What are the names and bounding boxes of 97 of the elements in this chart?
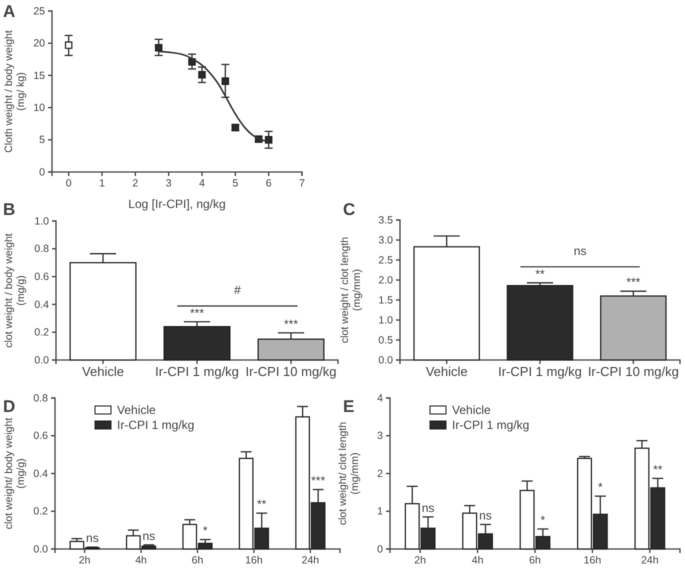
legend-label: Vehicle bbox=[452, 403, 492, 417]
y-axis-title: clot weight / body weight (mg/g) bbox=[3, 233, 27, 348]
x-tick-label: Ir-CPI 10 mg/kg bbox=[588, 364, 679, 380]
x-tick-label: 5 bbox=[232, 177, 238, 190]
annotation: ** bbox=[257, 497, 267, 512]
y-axis-title: clot weight/ clot length (mg/mm) bbox=[337, 422, 361, 526]
annotation: * bbox=[598, 480, 603, 494]
bar bbox=[164, 326, 230, 361]
y-tick-label: 0 bbox=[377, 543, 384, 556]
chart-title: E bbox=[343, 397, 354, 416]
y-tick-label: 0.0 bbox=[33, 543, 48, 556]
y-axis-title: Cloth weight / body weight (mg/ kg) bbox=[3, 30, 27, 153]
y-axis-title: clot weight/ body weight (mg/g) bbox=[3, 418, 27, 530]
y-tick-label: 10 bbox=[33, 102, 46, 114]
x-tick-label: 3 bbox=[166, 177, 172, 190]
x-tick-label: 6 bbox=[266, 177, 272, 190]
y-tick-label: 3.5 bbox=[378, 214, 394, 226]
y-tick-label: 0.8 bbox=[33, 392, 48, 404]
y-tick-label: 0.4 bbox=[34, 298, 50, 311]
chart-title: B bbox=[3, 200, 16, 219]
x-tick-label: 24h bbox=[302, 554, 320, 566]
y-tick-label: 2.0 bbox=[378, 274, 394, 286]
y-tick-label: 5 bbox=[39, 134, 46, 146]
x-tick-label: 2h bbox=[78, 554, 91, 566]
annotation: *** bbox=[311, 474, 326, 488]
bar bbox=[413, 246, 480, 361]
bar bbox=[600, 295, 667, 361]
bar bbox=[506, 285, 574, 361]
x-tick-label: 16h bbox=[245, 554, 263, 566]
point bbox=[64, 41, 72, 49]
point bbox=[154, 44, 162, 52]
legend-label: Ir-CPI 1 mg/kg bbox=[117, 418, 194, 432]
x-tick-label: Vehicle bbox=[426, 364, 468, 380]
annotation: ** bbox=[653, 462, 663, 476]
bar bbox=[258, 338, 324, 361]
y-tick-label: 4 bbox=[377, 392, 384, 404]
y-tick-label: 0.5 bbox=[378, 334, 394, 346]
x-tick-label: Ir-CPI 1 mg/kg bbox=[498, 364, 582, 380]
annotation: ** bbox=[535, 266, 545, 281]
x-tick-label: 2 bbox=[132, 177, 138, 190]
y-tick-label: 2.5 bbox=[378, 254, 394, 266]
x-tick-label: Ir-CPI 10 mg/kg bbox=[245, 364, 337, 380]
annotation: ns bbox=[422, 500, 434, 515]
bar bbox=[70, 262, 136, 361]
x-tick-label: Ir-CPI 1 mg/kg bbox=[155, 364, 239, 380]
x-tick-label: 2h bbox=[414, 554, 426, 566]
point bbox=[264, 136, 272, 144]
y-tick-label: 0.6 bbox=[33, 430, 48, 442]
x-tick-label: 7 bbox=[299, 177, 306, 190]
x-tick-label: 4h bbox=[135, 554, 148, 566]
y-tick-label: 0.2 bbox=[33, 506, 48, 518]
x-tick-label: 16h bbox=[584, 554, 602, 566]
x-tick-label: 4 bbox=[199, 177, 206, 190]
chart-title: C bbox=[343, 200, 356, 219]
y-tick-label: 20 bbox=[33, 38, 46, 50]
annotation: # bbox=[234, 282, 242, 297]
x-axis-title: Log [Ir-CPI], ng/kg bbox=[128, 197, 226, 211]
legend-label: Ir-CPI 1 mg/kg bbox=[452, 418, 530, 432]
annotation: *** bbox=[190, 306, 204, 320]
y-tick-label: 15 bbox=[33, 70, 46, 82]
annotation: ns bbox=[142, 528, 156, 543]
x-tick-label: 0 bbox=[66, 177, 72, 190]
y-tick-label: 2 bbox=[377, 468, 384, 480]
annotation: ns bbox=[574, 244, 586, 258]
annotation: ns bbox=[479, 508, 492, 522]
y-tick-label: 0.0 bbox=[34, 354, 50, 366]
y-tick-label: 3 bbox=[377, 430, 384, 442]
x-tick-label: Vehicle bbox=[82, 364, 124, 380]
x-tick-label: 6h bbox=[529, 554, 541, 566]
y-tick-label: 0.0 bbox=[378, 354, 394, 366]
annotation: ns bbox=[86, 531, 99, 546]
y-tick-label: 0.6 bbox=[34, 270, 50, 283]
y-axis-title: clot weight / clot length (mg/mm) bbox=[339, 236, 363, 344]
y-tick-label: 0.4 bbox=[33, 468, 48, 480]
chart-title: A bbox=[3, 2, 16, 21]
y-tick-label: 1 bbox=[377, 506, 384, 518]
annotation: * bbox=[202, 524, 208, 538]
y-tick-label: 0.2 bbox=[34, 326, 50, 339]
x-tick-label: 24h bbox=[641, 554, 659, 566]
x-tick-label: 6h bbox=[192, 554, 204, 566]
legend-label: Vehicle bbox=[117, 403, 156, 417]
point bbox=[222, 77, 230, 85]
y-tick-label: 25 bbox=[33, 5, 46, 18]
y-tick-label: 0 bbox=[39, 166, 46, 178]
y-tick-label: 0.8 bbox=[34, 243, 50, 256]
annotation: *** bbox=[284, 316, 298, 331]
chart-title: D bbox=[3, 397, 16, 416]
annotation: *** bbox=[626, 275, 641, 290]
y-tick-label: 1.0 bbox=[34, 215, 50, 228]
x-tick-label: 4h bbox=[472, 554, 484, 566]
annotation: * bbox=[540, 512, 546, 527]
x-tick-label: 1 bbox=[99, 177, 106, 190]
point bbox=[188, 58, 196, 66]
y-tick-label: 3.0 bbox=[378, 234, 394, 246]
point bbox=[198, 70, 206, 79]
y-tick-label: 1.5 bbox=[378, 294, 394, 306]
y-tick-label: 1.0 bbox=[378, 314, 394, 326]
